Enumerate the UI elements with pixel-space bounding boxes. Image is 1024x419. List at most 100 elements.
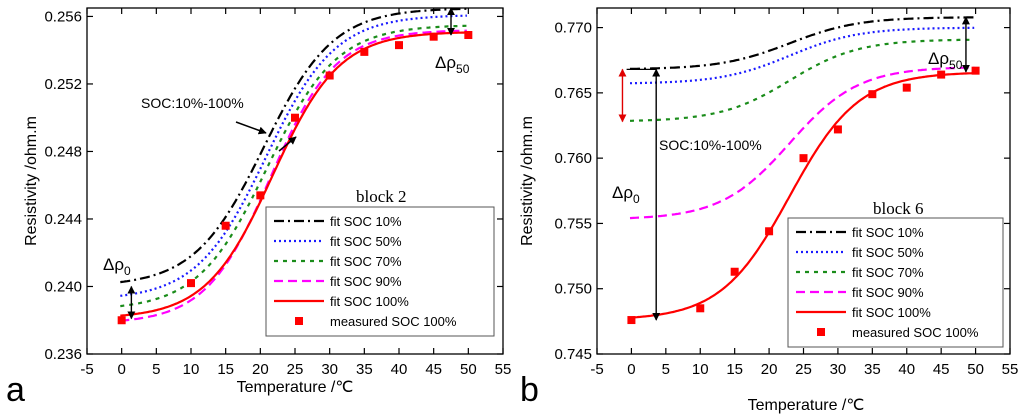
- soc-range-label: SOC:10%-100%: [141, 95, 244, 111]
- measured-point: [971, 66, 980, 75]
- delta-rho-50-label: Δρ50: [928, 49, 963, 72]
- x-tick-label: 30: [321, 361, 338, 378]
- x-tick-label: 25: [795, 361, 812, 378]
- legend-label: fit SOC 90%: [852, 285, 924, 300]
- series-line-fit-soc-10-: [120, 7, 467, 284]
- y-axis-label: Resistivity /ohm.m: [519, 116, 536, 246]
- legend-label: fit SOC 50%: [330, 234, 402, 249]
- x-tick-label: 20: [761, 361, 778, 378]
- x-tick-label: 35: [356, 361, 373, 378]
- x-tick-label: 10: [183, 361, 200, 378]
- x-tick-label: 5: [662, 361, 670, 378]
- legend-label: fit SOC 90%: [330, 274, 402, 289]
- measured-point: [429, 32, 438, 41]
- x-tick-label: 35: [864, 361, 881, 378]
- chart-panel-a: -5 0 5 10 15 20 25 30 35 40 45 50 55 0.236 0.240 0.244 0…: [6, 7, 512, 409]
- x-tick-label: 55: [1002, 361, 1019, 378]
- legend-label: measured SOC 100%: [330, 314, 457, 329]
- x-tick-label: 10: [692, 361, 709, 378]
- legend-label: measured SOC 100%: [852, 325, 979, 340]
- measured-point: [256, 191, 265, 200]
- measured-point: [765, 227, 774, 236]
- y-tick-label: 0.252: [44, 76, 82, 93]
- legend-marker: [817, 328, 825, 336]
- y-tick-label: 0.745: [554, 346, 592, 363]
- delta-rho-50-label-subscript: 50: [949, 58, 963, 72]
- x-tick-label: 25: [287, 361, 304, 378]
- series-line-fit-soc-50-: [120, 14, 467, 297]
- soc-range-label: SOC:10%-100%: [659, 137, 762, 153]
- measured-point: [730, 267, 739, 276]
- x-tick-label: -5: [590, 361, 603, 378]
- legend-label: fit SOC 50%: [852, 245, 924, 260]
- measured-point: [395, 41, 403, 50]
- measured-point: [937, 70, 946, 79]
- y-tick-label: 0.755: [554, 215, 592, 232]
- legend-label: fit SOC 100%: [330, 294, 409, 309]
- legend-label: fit SOC 70%: [330, 254, 402, 269]
- measured-point: [187, 279, 195, 288]
- measured-point: [868, 90, 877, 99]
- x-tick-label: 40: [391, 361, 408, 378]
- x-tick-label: 50: [967, 361, 984, 378]
- x-tick-label: -5: [80, 361, 93, 378]
- delta-rho-50-label: Δρ50: [435, 53, 470, 76]
- measured-point: [627, 316, 636, 325]
- delta-rho-0-label-symbol: Δρ: [103, 255, 124, 274]
- x-tick-label: 45: [425, 361, 442, 378]
- series-line-fit-soc-50-: [630, 26, 975, 85]
- measured-point: [325, 71, 334, 80]
- y-tick-label: 0.256: [44, 8, 82, 25]
- y-tick-label: 0.760: [554, 150, 592, 167]
- x-tick-label: 55: [495, 361, 512, 378]
- legend-box: [265, 206, 495, 337]
- block-label: block 6: [873, 199, 924, 218]
- delta-rho-0-label: Δρ0: [103, 255, 131, 278]
- delta-rho-50-label-symbol: Δρ: [928, 49, 949, 68]
- legend-label: fit SOC 10%: [852, 225, 924, 240]
- x-tick-label: 5: [152, 361, 160, 378]
- y-tick-label: 0.236: [44, 346, 82, 363]
- panel-label: a: [6, 371, 25, 409]
- x-tick-label: 50: [460, 361, 477, 378]
- measured-point: [360, 47, 369, 56]
- y-tick-label: 0.770: [554, 20, 592, 37]
- delta-rho-0-label: Δρ0: [612, 183, 640, 206]
- measured-point: [902, 83, 911, 92]
- measured-point: [221, 221, 230, 230]
- measured-point: [696, 304, 705, 313]
- series-line-fit-soc-10-: [629, 16, 975, 70]
- x-tick-label: 15: [217, 361, 234, 378]
- series-line-fit-soc-100-: [120, 31, 467, 317]
- legend-marker: [295, 317, 303, 325]
- legend-label: fit SOC 10%: [330, 214, 402, 229]
- delta-rho-50-label-subscript: 50: [456, 62, 470, 76]
- measured-point: [833, 125, 842, 134]
- panel-label: b: [520, 371, 539, 409]
- delta-rho-0-label-subscript: 0: [124, 264, 131, 278]
- soc-arrow-lower: [278, 136, 297, 152]
- x-tick-label: 30: [830, 361, 847, 378]
- y-tick-label: 0.750: [554, 281, 592, 298]
- measured-point: [464, 31, 473, 40]
- y-axis-label: Resistivity /ohm.m: [23, 116, 40, 246]
- y-tick-label: 0.765: [554, 85, 592, 102]
- delta-rho-0-label-subscript: 0: [633, 192, 640, 206]
- x-tick-label: 40: [898, 361, 915, 378]
- soc-arrow-upper: [235, 121, 267, 135]
- y-tick-label: 0.244: [44, 211, 82, 228]
- legend-box: [787, 217, 1004, 348]
- measured-point: [291, 113, 299, 122]
- x-tick-label: 45: [933, 361, 950, 378]
- x-tick-label: 15: [726, 361, 743, 378]
- series-line-fit-soc-100-: [629, 72, 975, 319]
- measured-point: [799, 154, 808, 163]
- series-line-fit-soc-90-: [120, 29, 467, 322]
- delta-rho-50-label-symbol: Δρ: [435, 53, 456, 72]
- x-axis-label: Temperature /℃: [237, 379, 354, 396]
- x-tick-label: 0: [627, 361, 635, 378]
- series-line-fit-soc-70-: [630, 38, 975, 122]
- block-label: block 2: [356, 187, 407, 206]
- measured-point: [117, 316, 126, 325]
